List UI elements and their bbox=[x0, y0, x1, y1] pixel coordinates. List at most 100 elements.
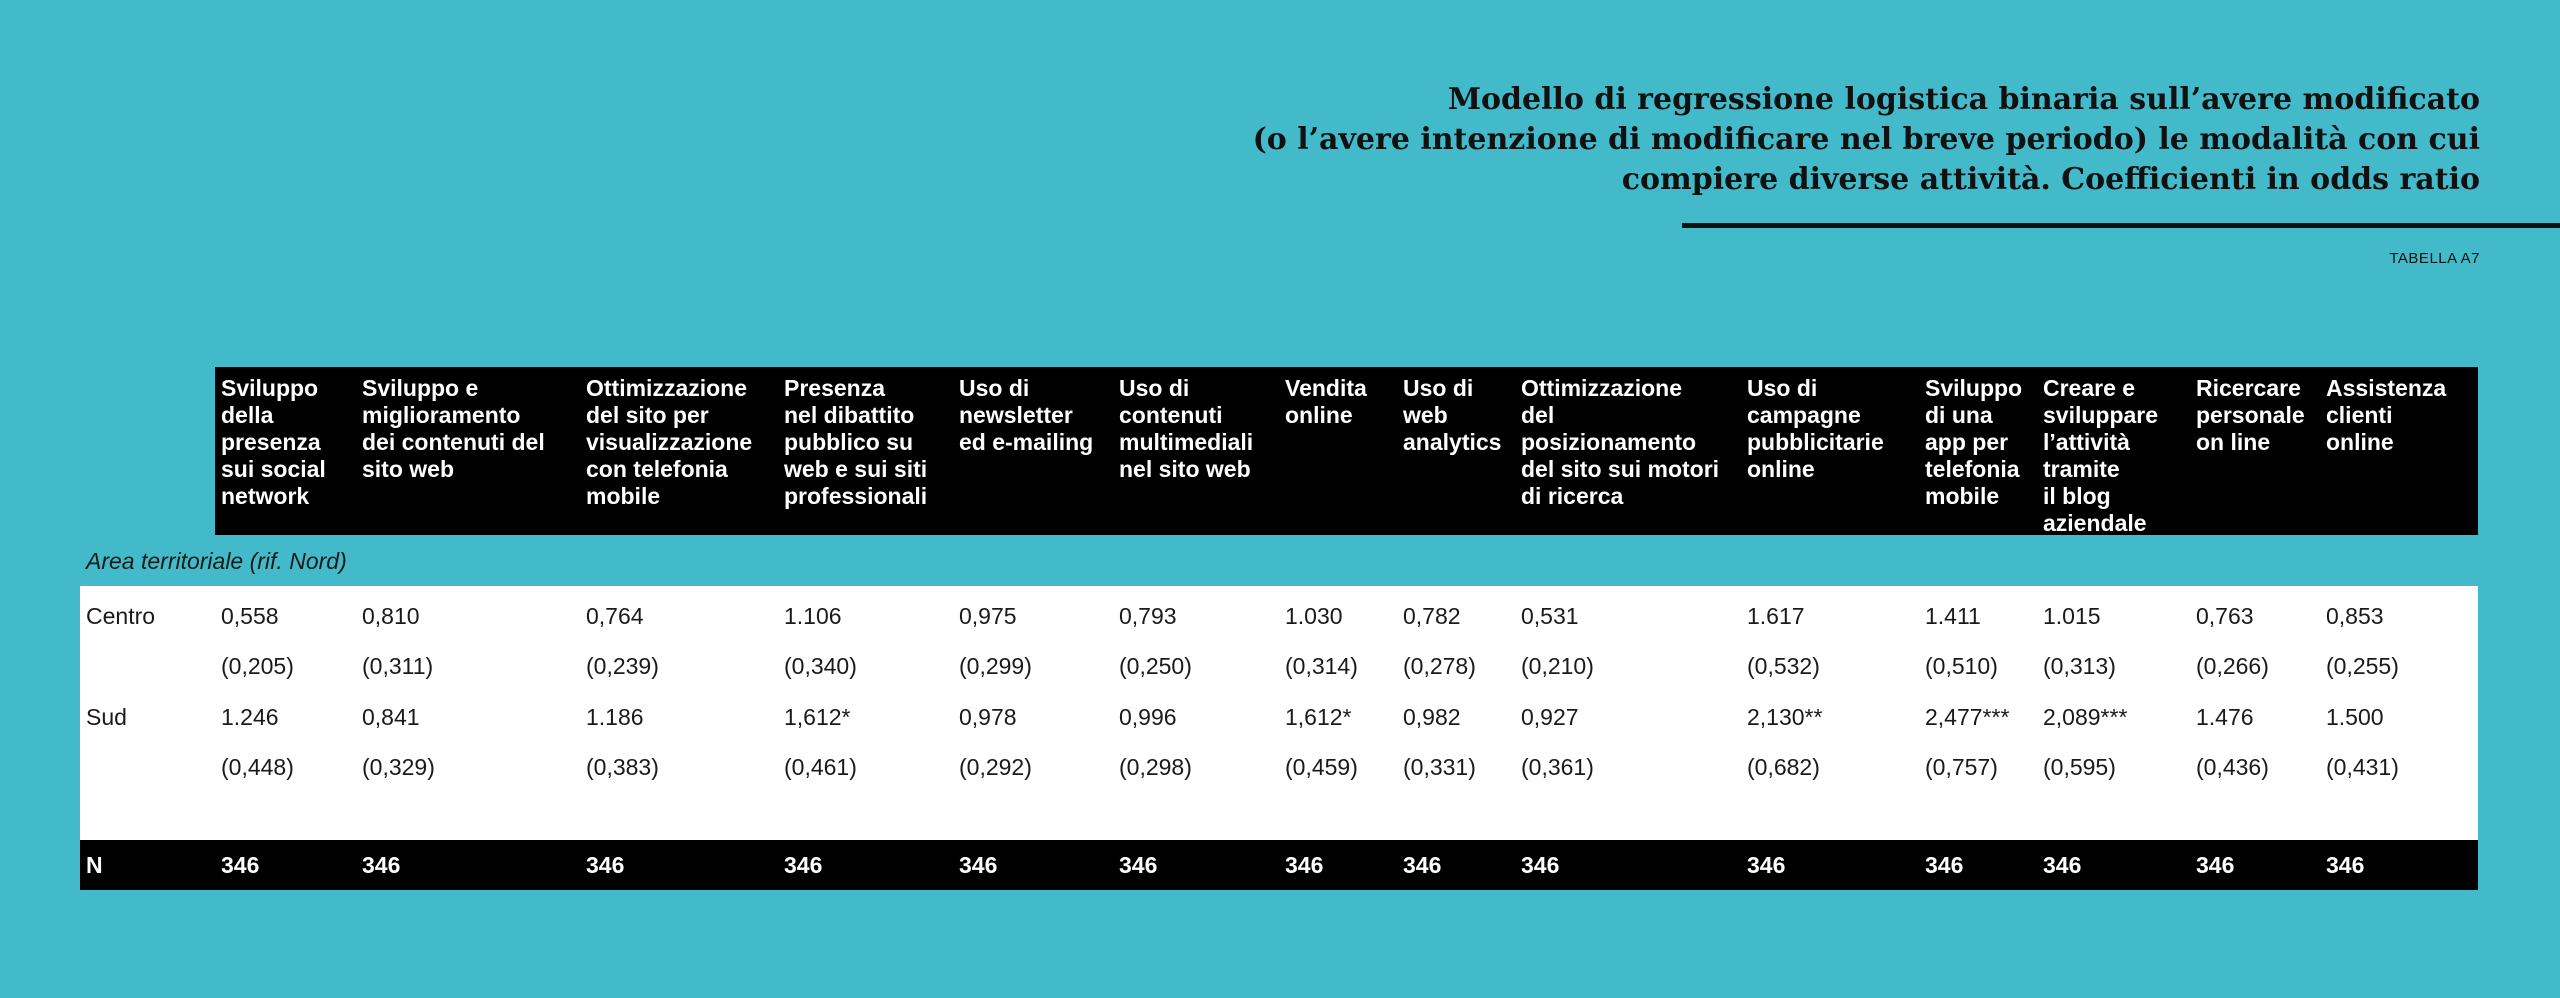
table-header: Sviluppo della presenza sui social network Sv… bbox=[215, 367, 2478, 537]
column-header: Ottimizzazione del sito per visualizzazion… bbox=[586, 375, 752, 510]
title-line-2: (o l’avere intenzione di modificare nel … bbox=[1252, 122, 2480, 157]
column-header-line: presenza bbox=[221, 429, 321, 455]
column-header-line: clienti bbox=[2326, 402, 2393, 428]
std-error-cell: (0,314) bbox=[1285, 653, 1358, 679]
column-header-line: online bbox=[1285, 402, 1353, 428]
std-error-cell: (0,329) bbox=[362, 754, 435, 780]
std-error-cell: (0,510) bbox=[1925, 653, 1998, 679]
title-divider bbox=[1682, 223, 2560, 228]
coefficient-cell: 0,982 bbox=[1403, 704, 1461, 730]
column-header-line: nel dibattito bbox=[784, 402, 915, 428]
column-header-line: sviluppare bbox=[2043, 402, 2159, 428]
std-error-cell: (0,331) bbox=[1403, 754, 1476, 780]
column-header-line: Assistenza bbox=[2326, 375, 2447, 401]
column-header-line: contenuti bbox=[1119, 402, 1223, 428]
n-value-cell: 346 bbox=[586, 852, 625, 878]
column-header-line: Ottimizzazione bbox=[586, 375, 748, 401]
column-header: Presenza nel dibattito pubblico su web e su… bbox=[784, 375, 927, 510]
coefficient-cell: 1.030 bbox=[1285, 603, 1343, 629]
column-header-line: nel sito web bbox=[1119, 456, 1251, 482]
column-header-line: personale bbox=[2196, 402, 2305, 428]
coefficient-cell: 0,853 bbox=[2326, 603, 2384, 629]
std-error-cell: (0,448) bbox=[221, 754, 294, 780]
coefficient-cell: 0,841 bbox=[362, 704, 420, 730]
n-value-cell: 346 bbox=[2326, 852, 2365, 878]
column-header-line: on line bbox=[2196, 429, 2271, 455]
column-header-line: miglioramento bbox=[362, 402, 521, 428]
coefficient-cell: 0,810 bbox=[362, 603, 420, 629]
n-value-cell: 346 bbox=[1285, 852, 1324, 878]
coefficient-cell: 0,978 bbox=[959, 704, 1017, 730]
n-value-cell: 346 bbox=[1119, 852, 1158, 878]
n-value-cell: 346 bbox=[1403, 852, 1442, 878]
column-header-line: mobile bbox=[1925, 483, 2000, 509]
column-header: Vendita online bbox=[1285, 375, 1367, 429]
std-error-cell: (0,459) bbox=[1285, 754, 1358, 780]
column-header-line: Uso di bbox=[959, 375, 1030, 401]
n-value-cell: 346 bbox=[221, 852, 260, 878]
column-header-line: il blog bbox=[2043, 483, 2111, 509]
column-header-line: Ricercare bbox=[2196, 375, 2301, 401]
std-error-cell: (0,757) bbox=[1925, 754, 1998, 780]
coefficient-cell: 1.411 bbox=[1925, 603, 1981, 629]
column-header-line: pubblico su bbox=[784, 429, 914, 455]
n-value-cell: 346 bbox=[959, 852, 998, 878]
std-error-cell: (0,313) bbox=[2043, 653, 2116, 679]
std-error-cell: (0,299) bbox=[959, 653, 1032, 679]
column-header: Sviluppo della presenza sui social network bbox=[221, 375, 326, 510]
std-error-cell: (0,255) bbox=[2326, 653, 2399, 679]
n-value-cell: 346 bbox=[362, 852, 401, 878]
title-line-1: Modello di regressione logistica binaria… bbox=[1447, 82, 2480, 117]
column-header-line: Uso di bbox=[1403, 375, 1474, 401]
std-error-cell: (0,461) bbox=[784, 754, 857, 780]
column-header-line: posizionamento bbox=[1521, 429, 1697, 455]
std-error-cell: (0,595) bbox=[2043, 754, 2116, 780]
table-id-label: TABELLA A7 bbox=[2389, 250, 2480, 267]
column-header-line: telefonia bbox=[1925, 456, 2020, 482]
column-header-line: Presenza bbox=[784, 375, 886, 401]
coefficient-cell: 1,612* bbox=[784, 704, 851, 730]
column-header-line: Sviluppo e bbox=[362, 375, 479, 401]
column-header-line: visualizzazione bbox=[586, 429, 753, 455]
column-header-line: aziendale bbox=[2043, 510, 2147, 536]
table-title: Modello di regressione logistica binaria… bbox=[1180, 80, 2480, 200]
column-header: Uso di web analytics bbox=[1403, 375, 1501, 456]
coefficient-cell: 0,782 bbox=[1403, 603, 1461, 629]
column-header-line: Vendita bbox=[1285, 375, 1367, 401]
column-header-line: del sito per bbox=[586, 402, 709, 428]
std-error-cell: (0,205) bbox=[221, 653, 294, 679]
column-header-line: mobile bbox=[586, 483, 661, 509]
coefficient-cell: 0,975 bbox=[959, 603, 1017, 629]
n-value-cell: 346 bbox=[2196, 852, 2235, 878]
coefficient-cell: 1.246 bbox=[221, 704, 279, 730]
coefficient-cell: 1,612* bbox=[1285, 704, 1352, 730]
coefficient-cell: 0,531 bbox=[1521, 603, 1579, 629]
column-header-line: Creare e bbox=[2043, 375, 2136, 401]
std-error-cell: (0,532) bbox=[1747, 653, 1820, 679]
coefficient-cell: 1.476 bbox=[2196, 704, 2254, 730]
column-header-line: multimediali bbox=[1119, 429, 1254, 455]
column-header: Assistenza clienti online bbox=[2326, 375, 2446, 456]
std-error-cell: (0,292) bbox=[959, 754, 1032, 780]
column-header-line: network bbox=[221, 483, 310, 509]
std-error-cell: (0,266) bbox=[2196, 653, 2269, 679]
std-error-cell: (0,278) bbox=[1403, 653, 1476, 679]
column-header-line: dei contenuti del bbox=[362, 429, 545, 455]
std-error-cell: (0,311) bbox=[362, 653, 434, 679]
column-header-line: Uso di bbox=[1747, 375, 1818, 401]
std-error-cell: (0,250) bbox=[1119, 653, 1192, 679]
column-header-line: Sviluppo bbox=[221, 375, 319, 401]
coefficient-cell: 2,477*** bbox=[1925, 704, 2010, 730]
column-header-line: ed e-mailing bbox=[959, 429, 1094, 455]
column-header-line: con telefonia bbox=[586, 456, 728, 482]
n-value-cell: 346 bbox=[784, 852, 823, 878]
coefficient-cell: 1.186 bbox=[586, 704, 644, 730]
section-label: Area territoriale (rif. Nord) bbox=[86, 548, 347, 574]
column-header: Creare e sviluppare l’attività tramite il bl… bbox=[2043, 375, 2158, 537]
column-header: Sviluppo e miglioramento dei contenuti del… bbox=[362, 375, 545, 483]
column-header-line: sito web bbox=[362, 456, 455, 482]
coefficient-cell: 1.015 bbox=[2043, 603, 2101, 629]
coefficient-cell: 1.106 bbox=[784, 603, 842, 629]
column-header-line: Uso di bbox=[1119, 375, 1190, 401]
coefficient-cell: 1.617 bbox=[1747, 603, 1805, 629]
